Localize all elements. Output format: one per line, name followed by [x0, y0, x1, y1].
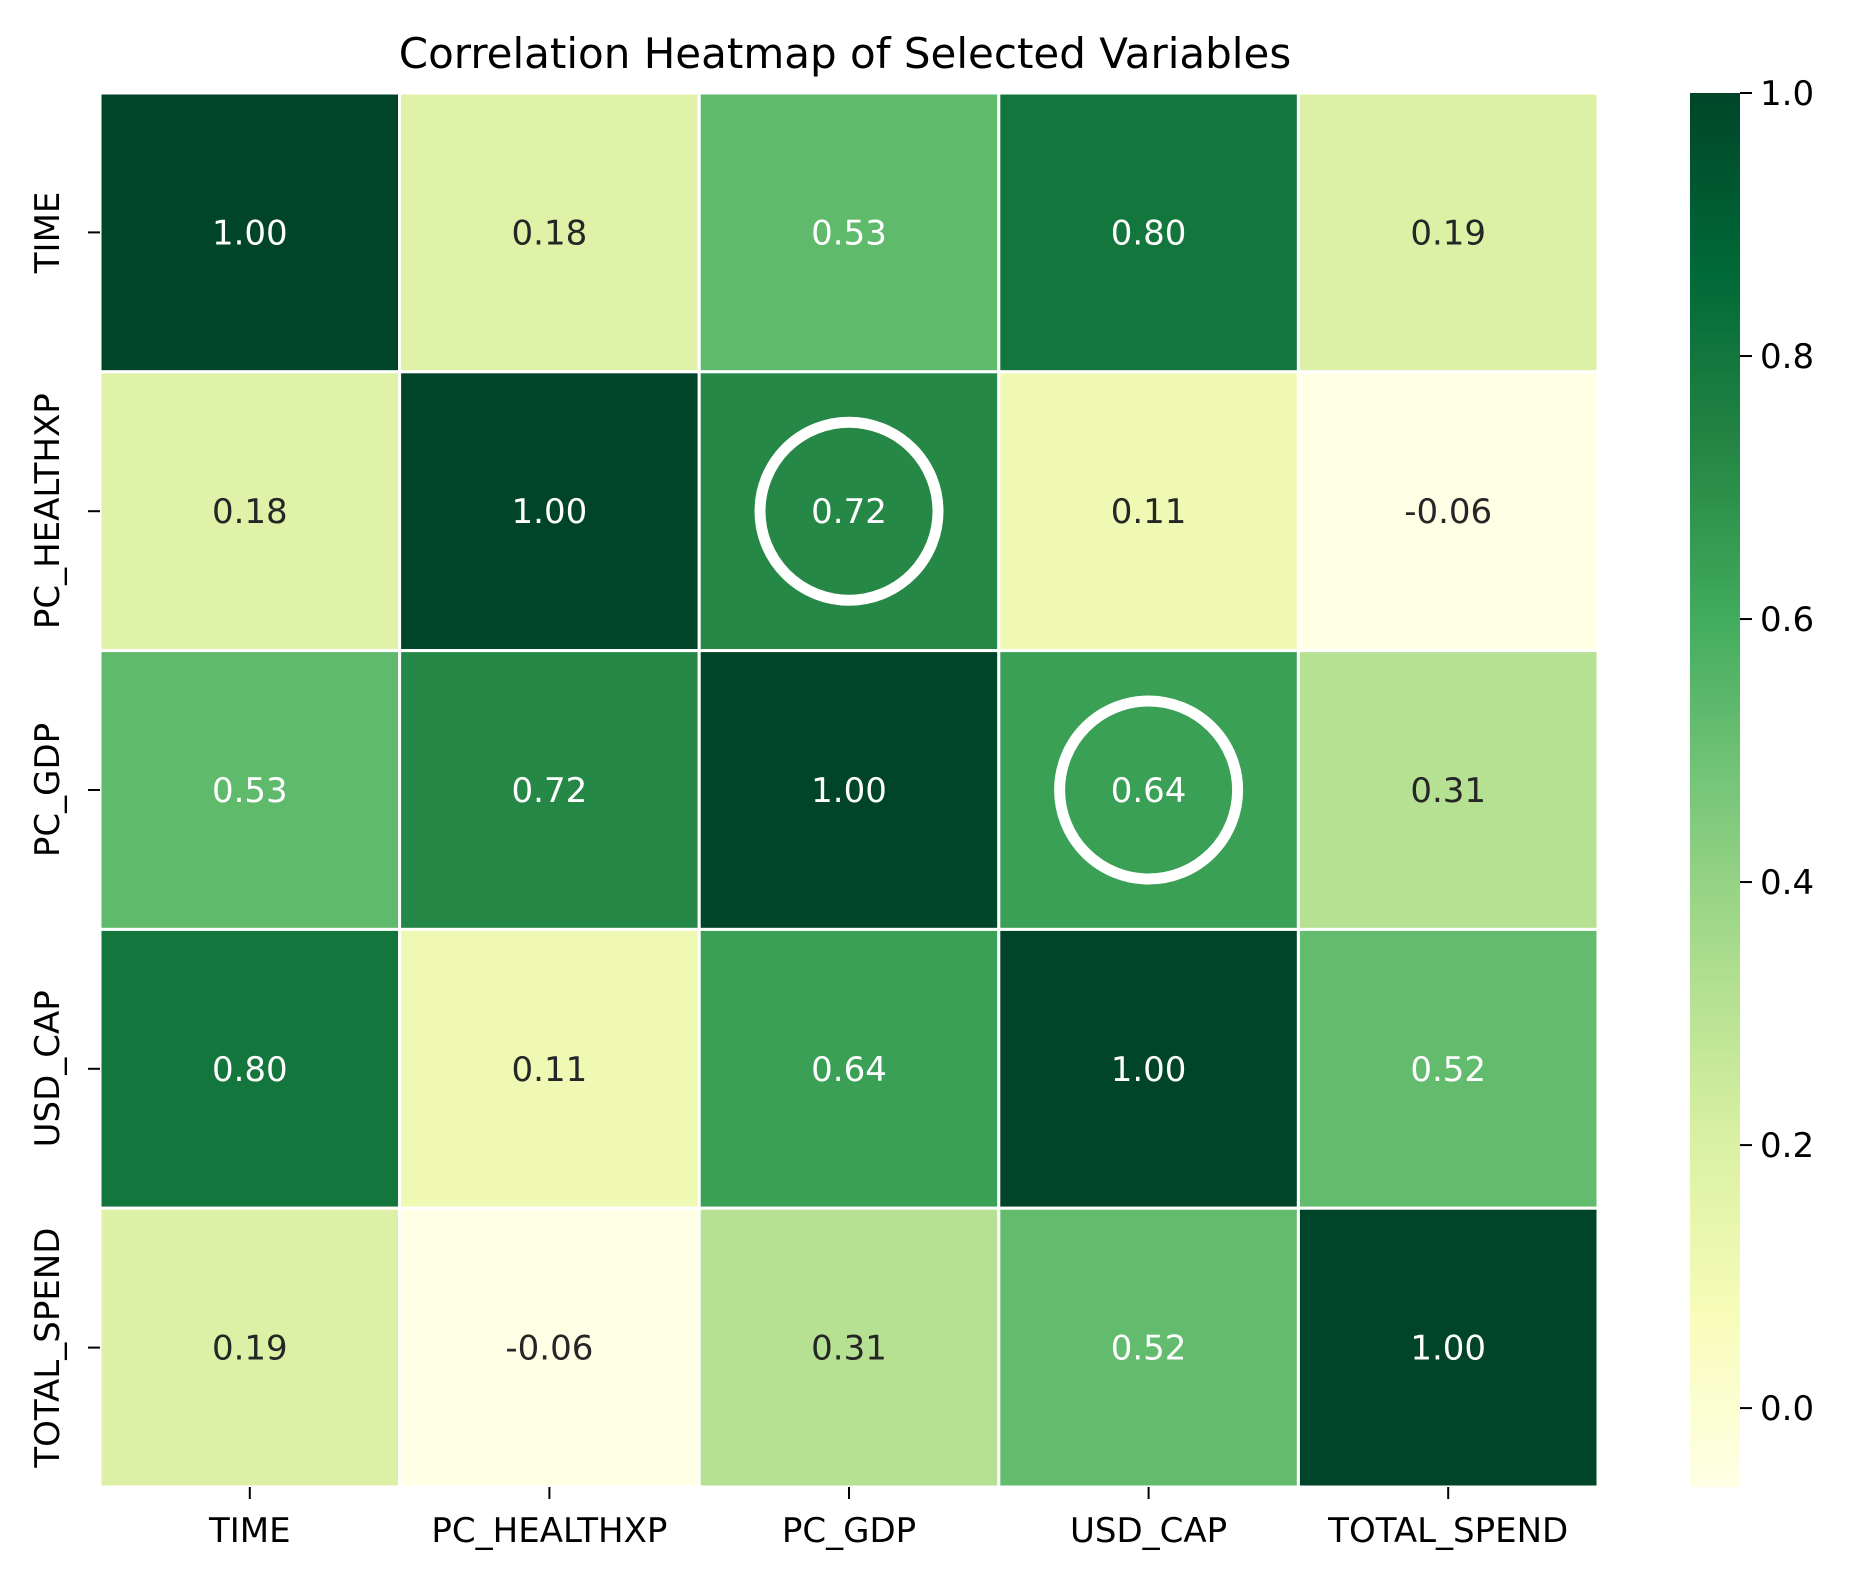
y-tick-label: USD_CAP [28, 990, 68, 1147]
cell-value-label: 0.64 [811, 1050, 887, 1090]
y-tick-label: PC_HEALTHXP [28, 393, 68, 629]
cell-value-label: 0.72 [811, 492, 887, 532]
chart-title: Correlation Heatmap of Selected Variable… [399, 29, 1291, 78]
highlight-circle [1054, 695, 1244, 885]
cell-value-label: 0.31 [1410, 771, 1486, 811]
colorbar-tick-label: 1.0 [1760, 74, 1814, 114]
colorbar-tick-label: 0.2 [1760, 1126, 1814, 1166]
cell-value-label: 0.80 [212, 1050, 288, 1090]
cell-value-label: 0.52 [1410, 1050, 1486, 1090]
y-tick-label: PC_GDP [28, 723, 68, 857]
colorbar: 0.0 0.2 0.4 0.6 0.8 1.0 [1690, 74, 1814, 1487]
highlight-circle [754, 416, 944, 606]
cell-value-label: 1.00 [212, 213, 288, 253]
y-tick-label: TOTAL_SPEND [28, 1228, 68, 1469]
x-tick-label: PC_HEALTHXP [431, 1511, 667, 1551]
cell-value-label: 0.19 [1410, 213, 1486, 253]
cell-value-label: 0.53 [212, 771, 288, 811]
heatmap-cell [697, 91, 1001, 374]
x-tick-label: TIME [208, 1511, 291, 1551]
colorbar-tick-label: 0.8 [1760, 337, 1814, 377]
heatmap-cell [697, 649, 1001, 931]
cell-value-label: 0.52 [1111, 1329, 1187, 1369]
colorbar-scale [1690, 93, 1740, 1487]
heatmap-cell [1296, 1206, 1600, 1489]
heatmap-cell [98, 370, 402, 653]
cell-value-label: 0.18 [212, 492, 288, 532]
cell-value-label: -0.06 [1404, 492, 1492, 532]
heatmap-cell [697, 927, 1001, 1210]
heatmap-cell [997, 91, 1300, 374]
cell-value-label: 0.11 [512, 1050, 588, 1090]
highlight-circles [754, 416, 1244, 885]
cell-value-label: 0.53 [811, 213, 887, 253]
cell-value-label: 1.00 [811, 771, 887, 811]
heatmap-cell [697, 1206, 1001, 1489]
heatmap-cell [1296, 649, 1600, 931]
colorbar-tick-label: 0.0 [1760, 1389, 1814, 1429]
x-tick-label: PC_GDP [782, 1511, 916, 1551]
cell-value-label: 0.64 [1111, 771, 1187, 811]
cell-value-label: -0.06 [505, 1329, 593, 1369]
colorbar-tick-label: 0.6 [1760, 600, 1814, 640]
cell-value-label: 0.80 [1111, 213, 1187, 253]
cell-value-label: 0.31 [811, 1329, 887, 1369]
heatmap-cell [398, 1206, 701, 1489]
colorbar-tick-label: 0.4 [1760, 863, 1814, 903]
heatmap-cell [98, 91, 402, 374]
heatmap-cell [1296, 927, 1600, 1210]
heatmap-cell [398, 649, 701, 931]
cell-value-label: 0.18 [512, 213, 588, 253]
heatmap-cell [398, 927, 701, 1210]
heatmap-cell [1296, 370, 1600, 653]
cell-value-label: 0.11 [1111, 492, 1187, 532]
cell-value-label: 1.00 [512, 492, 588, 532]
x-tick-label: TOTAL_SPEND [1327, 1511, 1568, 1551]
cell-value-label: 0.72 [512, 771, 588, 811]
x-tick-label: USD_CAP [1070, 1511, 1227, 1551]
heatmap-cell [98, 1206, 402, 1489]
heatmap-cell [398, 91, 701, 374]
y-axis: TIME PC_HEALTHXP PC_GDP USD_CAP TOTAL_SPEND [28, 192, 100, 1469]
heatmap-cells [98, 91, 1600, 1489]
cell-value-label: 1.00 [1111, 1050, 1187, 1090]
heatmap-cell-labels: 1.00 0.18 0.53 0.80 0.19 0.18 1.00 0.72 0.11 -0.0… [212, 213, 1492, 1368]
x-axis: TIME PC_HEALTHXP PC_GDP USD_CAP TOTAL_SPEND [208, 1487, 1568, 1551]
y-tick-label: TIME [28, 192, 68, 275]
cell-value-label: 1.00 [1410, 1329, 1486, 1369]
heatmap-cell [1296, 91, 1600, 374]
heatmap-cell [997, 927, 1300, 1210]
cell-value-label: 0.19 [212, 1329, 288, 1369]
